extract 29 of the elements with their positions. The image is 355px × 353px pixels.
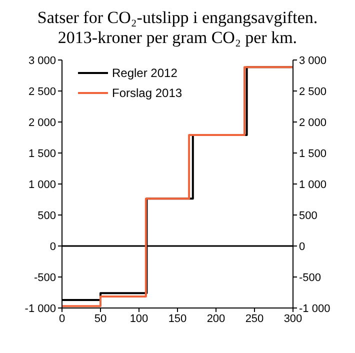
y2-tick-label: -1 000 [299, 302, 330, 315]
x-tick-label: 0 [58, 312, 66, 325]
y-tick-label: -500 [34, 272, 56, 284]
y2-tick-label: 500 [299, 210, 318, 222]
y2-tick-label: 3 000 [299, 54, 327, 67]
chart-title: Satser for CO₂-utslipp i engangsavgiften. [36, 8, 319, 28]
y-tick-label: -1 000 [24, 302, 56, 315]
y2-tick-label: 1 500 [299, 148, 327, 160]
y2-tick-label: 2 500 [299, 86, 327, 98]
legend-label: Regler 2012 [112, 66, 178, 80]
y-tick-label: 3 000 [28, 54, 56, 67]
y2-tick-label: 1 000 [299, 178, 327, 191]
y-tick-label: 0 [50, 240, 56, 253]
x-tick-label: 200 [206, 312, 226, 325]
x-tick-label: 50 [94, 312, 107, 325]
x-tick-label: 150 [168, 312, 187, 325]
y2-tick-label: 2 000 [299, 116, 327, 129]
legend-label: Forslag 2013 [112, 86, 182, 100]
y-tick-label: 2 000 [28, 116, 56, 129]
x-tick-label: 300 [284, 312, 302, 325]
x-tick-label: 250 [245, 312, 264, 325]
x-tick-label: 100 [130, 312, 148, 325]
y-tick-label: 500 [38, 210, 56, 222]
y-tick-label: 1 500 [28, 148, 56, 160]
y2-tick-label: 0 [299, 240, 306, 253]
chart-subtitle: 2013-kroner per gram CO₂ per km. [56, 28, 298, 48]
y2-tick-label: -500 [299, 272, 322, 284]
y-tick-label: 1 000 [28, 178, 56, 191]
y-tick-label: 2 500 [28, 86, 56, 98]
